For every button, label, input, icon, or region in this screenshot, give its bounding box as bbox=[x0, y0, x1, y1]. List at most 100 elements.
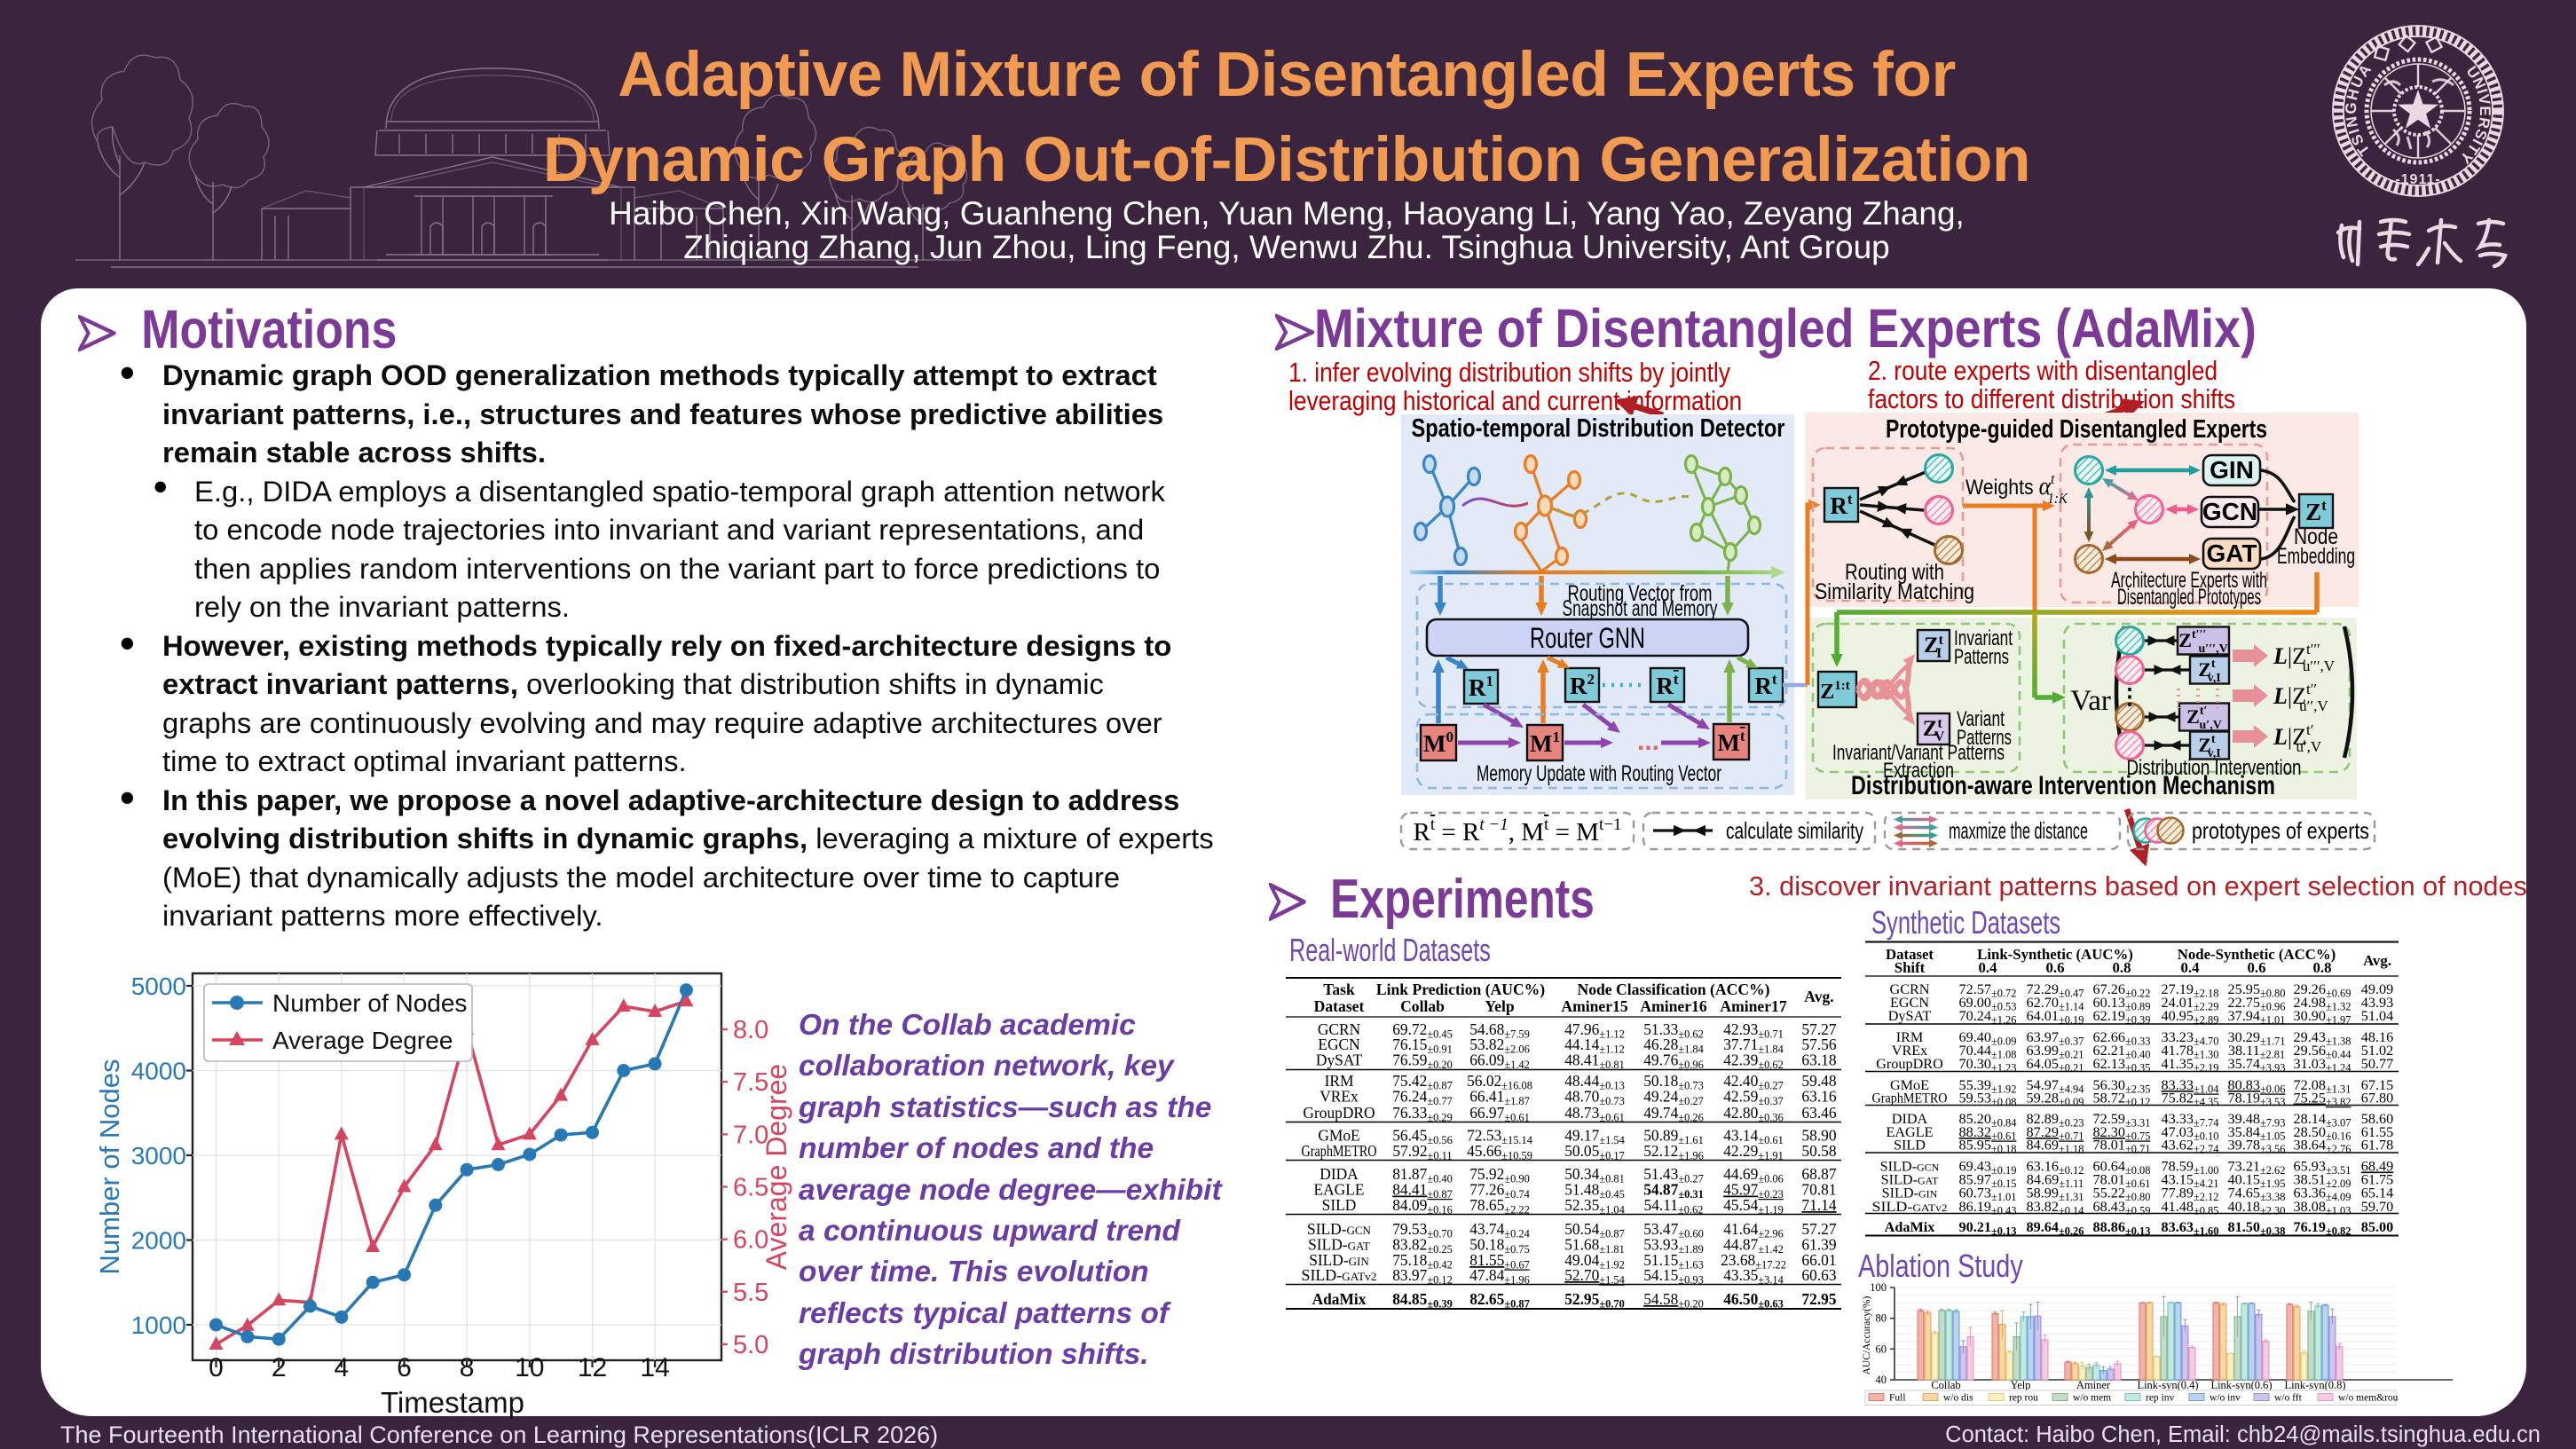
svg-text:84.85±0.39: 84.85±0.39 bbox=[1392, 1290, 1453, 1311]
svg-text:72.95: 72.95 bbox=[1801, 1290, 1836, 1308]
svg-text:100: 100 bbox=[1870, 1281, 1887, 1294]
svg-text:prototypes of experts: prototypes of experts bbox=[2192, 817, 2369, 844]
svg-text:GroupDRO: GroupDRO bbox=[1876, 1056, 1943, 1072]
svg-text:GraphMETRO: GraphMETRO bbox=[1302, 1142, 1377, 1160]
svg-text:Avg.: Avg. bbox=[1804, 988, 1833, 1005]
svg-text:DIDA: DIDA bbox=[1892, 1111, 1928, 1127]
svg-text:Link Prediction (AUC%): Link Prediction (AUC%) bbox=[1376, 980, 1545, 998]
svg-text:68.87: 68.87 bbox=[1801, 1165, 1836, 1183]
svg-text:2000: 2000 bbox=[131, 1227, 186, 1255]
svg-text:46.50±0.63: 46.50±0.63 bbox=[1723, 1290, 1784, 1311]
svg-text:0: 0 bbox=[209, 1353, 224, 1382]
svg-text:80: 80 bbox=[1876, 1312, 1887, 1325]
svg-text:GraphMETRO: GraphMETRO bbox=[1872, 1091, 1948, 1106]
svg-text:Var: Var bbox=[2070, 685, 2111, 717]
svg-text:90.21±0.13: 90.21±0.13 bbox=[1959, 1219, 2017, 1238]
svg-text:GCRN: GCRN bbox=[1318, 1020, 1361, 1038]
svg-text:w/o mem: w/o mem bbox=[2073, 1393, 2111, 1404]
svg-text:82.65±0.87: 82.65±0.87 bbox=[1469, 1290, 1530, 1311]
svg-text:Snapshot and Memory: Snapshot and Memory bbox=[1563, 596, 1718, 621]
svg-text:-1911-: -1911- bbox=[2395, 172, 2440, 187]
svg-text:rep rou: rep rou bbox=[2009, 1393, 2038, 1404]
svg-text:Collab: Collab bbox=[1400, 997, 1445, 1015]
svg-text:61.39: 61.39 bbox=[1801, 1236, 1836, 1254]
svg-text:8: 8 bbox=[460, 1353, 475, 1382]
svg-text:calculate similarity: calculate similarity bbox=[1726, 817, 1863, 844]
svg-text:Disentangled Prototypes: Disentangled Prototypes bbox=[2117, 585, 2261, 610]
svg-text:Patterns: Patterns bbox=[1957, 726, 2012, 750]
svg-text:GIN: GIN bbox=[2210, 456, 2254, 484]
svg-text:7.0: 7.0 bbox=[733, 1121, 768, 1149]
svg-text:AdaMix: AdaMix bbox=[1885, 1219, 1935, 1235]
svg-text:67.80: 67.80 bbox=[2361, 1091, 2393, 1106]
svg-text:⋮: ⋮ bbox=[2119, 684, 2141, 709]
svg-text:w/o dis: w/o dis bbox=[1943, 1393, 1973, 1404]
svg-text:Router GNN: Router GNN bbox=[1530, 622, 1645, 654]
svg-text:63.46: 63.46 bbox=[1801, 1104, 1836, 1122]
svg-text:61.75: 61.75 bbox=[2361, 1172, 2393, 1188]
svg-text:51.02: 51.02 bbox=[2361, 1043, 2393, 1059]
svg-text:4000: 4000 bbox=[131, 1058, 186, 1085]
svg-text:89.64±0.26: 89.64±0.26 bbox=[2027, 1219, 2084, 1238]
svg-text:14: 14 bbox=[640, 1353, 669, 1382]
svg-text:60.63: 60.63 bbox=[1801, 1266, 1836, 1284]
svg-text:51.04: 51.04 bbox=[2361, 1008, 2393, 1024]
svg-text:43.93: 43.93 bbox=[2361, 995, 2393, 1011]
svg-text:57.56: 57.56 bbox=[1801, 1036, 1836, 1053]
svg-text:Dataset: Dataset bbox=[1314, 997, 1365, 1015]
svg-text:VREx: VREx bbox=[1320, 1088, 1359, 1106]
svg-text:Routing with: Routing with bbox=[1845, 560, 1944, 585]
svg-text:48.16: 48.16 bbox=[2361, 1029, 2393, 1045]
svg-text:3000: 3000 bbox=[131, 1142, 186, 1169]
svg-text:Prototype-guided Disentangled: Prototype-guided Disentangled Experts bbox=[1886, 415, 2267, 444]
svg-text:Avg.: Avg. bbox=[2363, 952, 2391, 969]
svg-text:61.78: 61.78 bbox=[2361, 1138, 2393, 1154]
svg-text:31.03±1.24: 31.03±1.24 bbox=[2294, 1056, 2351, 1075]
svg-text:63.16: 63.16 bbox=[1801, 1088, 1836, 1106]
svg-text:EGCN: EGCN bbox=[1890, 995, 1929, 1011]
svg-text:Aminer: Aminer bbox=[2076, 1379, 2111, 1391]
svg-text:Node-Synthetic (ACC%): Node-Synthetic (ACC%) bbox=[2178, 946, 2336, 963]
svg-text:DIDA: DIDA bbox=[1320, 1165, 1359, 1183]
svg-text:GAT: GAT bbox=[2206, 539, 2257, 567]
svg-text:Distribution Intervention: Distribution Intervention bbox=[2127, 756, 2302, 780]
svg-text:Collab: Collab bbox=[1931, 1379, 1960, 1391]
svg-text:Yelp: Yelp bbox=[2010, 1379, 2030, 1391]
svg-text:GMoE: GMoE bbox=[1890, 1077, 1929, 1093]
svg-text:40: 40 bbox=[1876, 1374, 1887, 1386]
svg-text:w/o mem&rou: w/o mem&rou bbox=[2338, 1393, 2399, 1404]
svg-text:Yelp: Yelp bbox=[1485, 997, 1514, 1015]
svg-text:Average Degree: Average Degree bbox=[760, 1064, 792, 1270]
svg-text:81.50±0.38: 81.50±0.38 bbox=[2228, 1219, 2286, 1238]
svg-text:SILD-GCN: SILD-GCN bbox=[1880, 1159, 1940, 1175]
svg-text:Shift: Shift bbox=[1895, 959, 1926, 976]
svg-text:71.14: 71.14 bbox=[1801, 1196, 1836, 1214]
svg-text:57.27: 57.27 bbox=[1801, 1220, 1836, 1238]
svg-text:VREx: VREx bbox=[1892, 1043, 1927, 1059]
svg-text:65.14: 65.14 bbox=[2361, 1185, 2393, 1201]
svg-text:Link-syn(0.8): Link-syn(0.8) bbox=[2284, 1379, 2345, 1391]
svg-text:Zt′u′,V: Zt′ u′,V bbox=[2186, 705, 2222, 732]
svg-text:58.90: 58.90 bbox=[1801, 1127, 1836, 1145]
svg-text:50.58: 50.58 bbox=[1801, 1142, 1836, 1160]
svg-text:Aminer17: Aminer17 bbox=[1720, 997, 1786, 1015]
svg-text:w/o fft: w/o fft bbox=[2274, 1393, 2303, 1404]
svg-text:SILD-GAT: SILD-GAT bbox=[1308, 1236, 1370, 1254]
svg-text:1000: 1000 bbox=[131, 1311, 186, 1339]
svg-text:GroupDRO: GroupDRO bbox=[1303, 1104, 1375, 1122]
svg-text:12: 12 bbox=[578, 1353, 607, 1382]
svg-text:49.09: 49.09 bbox=[2361, 981, 2393, 997]
svg-text:Full: Full bbox=[1889, 1393, 1906, 1404]
svg-text:76.19±0.82: 76.19±0.82 bbox=[2294, 1219, 2351, 1238]
svg-text:Timestamp: Timestamp bbox=[381, 1386, 524, 1419]
svg-text:Link-Synthetic (AUC%): Link-Synthetic (AUC%) bbox=[1977, 946, 2133, 963]
svg-text:57.27: 57.27 bbox=[1801, 1020, 1836, 1038]
svg-text:SILD-GAT: SILD-GAT bbox=[1881, 1172, 1939, 1188]
svg-text:59.70: 59.70 bbox=[2361, 1199, 2393, 1215]
svg-text:88.86±0.13: 88.86±0.13 bbox=[2093, 1219, 2151, 1238]
svg-text:DySAT: DySAT bbox=[1316, 1051, 1363, 1069]
svg-text:L|Zt′′′u′′′,V: L|Zt′′′ u′′′,V bbox=[2273, 641, 2336, 674]
svg-text:63.18: 63.18 bbox=[1801, 1051, 1836, 1069]
svg-text:GMoE: GMoE bbox=[1318, 1127, 1359, 1145]
svg-text:6.5: 6.5 bbox=[733, 1174, 768, 1202]
